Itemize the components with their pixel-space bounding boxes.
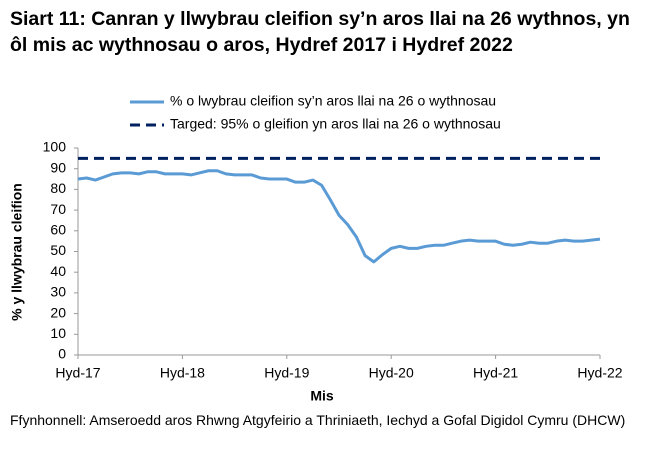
source-note: Ffynhonnell: Amseroedd aros Rhwng Atgyfe… [10,412,626,428]
y-tick-label: 60 [50,222,66,238]
data-line [77,169,601,264]
y-tick-label: 50 [50,242,66,258]
y-axis-title: % y llwybrau cleifion [9,183,25,321]
legend-label: Targed: 95% o gleifion yn aros llai na 2… [170,116,501,132]
chart-title: Siart 11: Canran y llwybrau cleifion sy’… [10,8,630,56]
y-tick-label: 70 [50,201,66,217]
y-tick-label: 100 [43,139,67,155]
y-tick-label: 80 [50,180,66,196]
x-tick-label: Hyd-19 [264,365,309,381]
x-tick-label: Hyd-17 [55,365,100,381]
y-tick-label: 10 [50,325,66,341]
y-tick-label: 20 [50,304,66,320]
y-tick-label: 40 [50,263,66,279]
y-tick-label: 0 [58,346,66,362]
x-axis-title: Mis [310,388,334,404]
y-tick-label: 30 [50,284,66,300]
x-tick-label: Hyd-21 [473,365,518,381]
y-tick-label: 90 [50,159,66,175]
x-tick-label: Hyd-20 [369,365,414,381]
x-tick-label: Hyd-18 [160,365,205,381]
legend-label: % o lwybrau cleifion sy’n aros llai na 2… [170,93,496,109]
x-tick-label: Hyd-22 [577,365,622,381]
